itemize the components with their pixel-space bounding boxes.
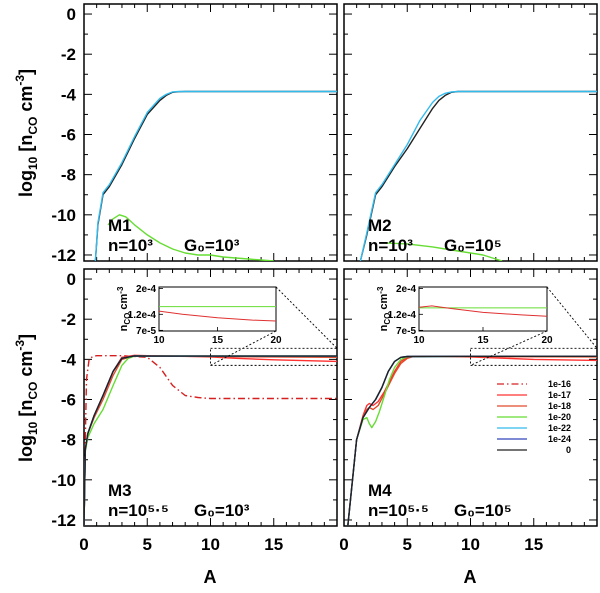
series-group-M3	[84, 354, 337, 526]
x-tick-label: 5	[143, 535, 152, 554]
inset-series-group	[159, 306, 276, 322]
series-line-0	[347, 355, 597, 526]
curves-layer	[84, 90, 597, 526]
y-tick-label: -8	[61, 431, 76, 450]
y-tick-label: -2	[61, 45, 76, 64]
panel-density-label: n=10³	[108, 236, 153, 255]
series-line-0	[84, 355, 337, 526]
x-tick-label: 15	[264, 535, 283, 554]
zoom-connector	[546, 286, 598, 349]
legend-label: 1e-16	[548, 379, 571, 389]
zoom-connector	[210, 330, 277, 366]
inset-x-tick-label: 20	[541, 335, 553, 346]
ticks-layer	[83, 4, 598, 526]
y-tick-label: 0	[67, 5, 76, 24]
x-tick-label: 10	[461, 535, 480, 554]
y-tick-label: 0	[67, 270, 76, 289]
legend-label: 1e-20	[548, 412, 571, 422]
series-line-1e-17	[347, 355, 597, 526]
inset-y-tick-label: 7e-5	[136, 326, 156, 337]
panel-field-label: G₀=10⁵	[444, 236, 502, 255]
x-axis-label-left: A	[204, 567, 217, 587]
panel-density-label: n=10⁵·⁵	[368, 501, 429, 520]
panel-model-label: M2	[368, 216, 392, 235]
y-tick-label: -12	[51, 246, 76, 265]
inset-x-tick-label: 20	[270, 335, 282, 346]
panel-field-label: G₀=10⁵	[454, 501, 512, 520]
inset-frame	[158, 286, 277, 332]
inset-y-tick-label: 2e-4	[396, 284, 416, 295]
series-line-1e-20	[107, 214, 274, 261]
series-group-M2	[359, 90, 597, 261]
y-tick-label: -6	[61, 391, 76, 410]
legend-label: 1e-17	[548, 390, 571, 400]
y-tick-label: -2	[61, 310, 76, 329]
zoom-connector	[275, 286, 338, 349]
y-axis-label-bottom: log10 [nCO cm-3]	[13, 334, 40, 462]
y-tick-label: -4	[61, 350, 77, 369]
y-tick-label: -10	[51, 206, 76, 225]
series-group-M4	[347, 355, 597, 526]
x-axis-label-right: A	[464, 567, 477, 587]
legend-label: 0	[566, 445, 571, 455]
series-line-1e-20	[347, 355, 597, 526]
inset-x-tick-label: 10	[153, 335, 165, 346]
x-tick-label: 0	[79, 535, 88, 554]
x-tick-label: 10	[201, 535, 220, 554]
inset-x-tick-label: 15	[212, 335, 224, 346]
y-axis-label-top: log10 [nCO cm-3]	[13, 69, 40, 197]
inset-y-tick-label: 1.2e-4	[128, 310, 157, 321]
panel-field-label: G₀=10³	[184, 236, 240, 255]
inset-y-tick-label: 1.2e-4	[388, 310, 417, 321]
inset-x-tick-label: 10	[413, 335, 425, 346]
x-tick-label: 15	[524, 535, 543, 554]
y-tick-label: -10	[51, 471, 76, 490]
zoom-connector	[470, 330, 548, 366]
legend-label: 1e-22	[548, 423, 571, 433]
inset-series-line	[419, 305, 547, 317]
inset-y-tick-label: 2e-4	[136, 284, 156, 295]
series-line-1e-22	[359, 90, 597, 261]
x-tick-label: 5	[403, 535, 412, 554]
y-tick-label: -8	[61, 166, 76, 185]
y-tick-label: -12	[51, 511, 76, 530]
x-tick-label: 0	[339, 535, 348, 554]
inset-series-group	[419, 305, 547, 317]
panel-density-label: n=10³	[368, 236, 413, 255]
tick-labels-layer: 0-2-4-6-8-10-120-2-4-6-8-10-120 5 10 15 0 5 10…	[51, 5, 543, 554]
panel-model-label: M1	[108, 216, 132, 235]
inset-y-axis-label: nCO cm-3	[116, 286, 132, 331]
legend-label: 1e-18	[548, 401, 571, 411]
legend-label: 1e-24	[548, 434, 571, 444]
panel-model-label: M3	[108, 481, 132, 500]
y-tick-label: -4	[61, 85, 77, 104]
panel-density-label: n=10⁵·⁵	[108, 501, 169, 520]
panel-model-label: M4	[368, 481, 392, 500]
inset-y-tick-label: 7e-5	[396, 326, 416, 337]
inset-frame	[418, 286, 548, 332]
panel-field-label: G₀=10³	[194, 501, 250, 520]
inset-series-line	[159, 310, 276, 322]
series-line-1e-22	[94, 90, 337, 261]
series-group-M1	[94, 90, 337, 261]
y-tick-label: -6	[61, 126, 76, 145]
inset-x-tick-label: 15	[477, 335, 489, 346]
series-line-1e-20	[384, 242, 503, 261]
inset-y-axis-label: nCO cm-3	[376, 286, 392, 331]
